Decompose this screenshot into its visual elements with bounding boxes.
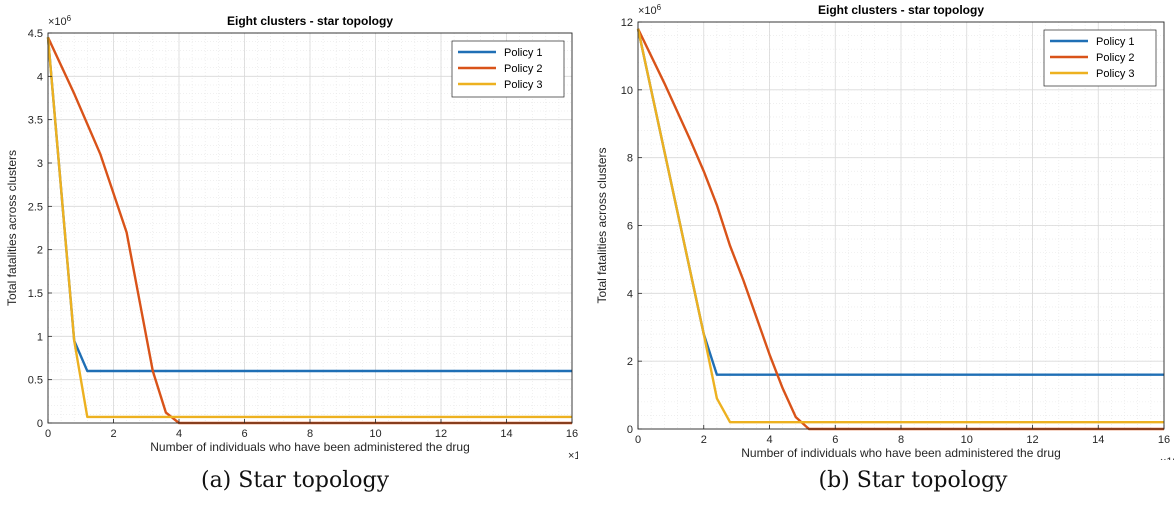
x-tick-label: 14 bbox=[500, 428, 512, 440]
y-tick-label: 2 bbox=[37, 245, 43, 257]
x-tick-label: 0 bbox=[635, 434, 641, 446]
y-tick-label: 1 bbox=[37, 331, 43, 343]
x-tick-label: 12 bbox=[435, 428, 447, 440]
x-exponent-label: ×107 bbox=[1160, 454, 1174, 460]
series-group bbox=[636, 28, 1164, 431]
caption-b: (b) Star topology bbox=[818, 468, 1008, 493]
series-line-policy-2 bbox=[46, 36, 572, 425]
x-tick-label: 10 bbox=[961, 434, 973, 446]
x-tick-label: 2 bbox=[701, 434, 707, 446]
legend-label-policy-1: Policy 1 bbox=[504, 47, 543, 59]
y-tick-label: 4.5 bbox=[28, 28, 43, 40]
chart-b: 0 2 4 6 8 10 12 14 16 0 2 4 6 8 10 12 ×106 ×107 Eight clus… bbox=[595, 3, 1174, 468]
y-tick-label: 12 bbox=[621, 17, 633, 29]
x-tick-label: 2 bbox=[110, 428, 116, 440]
series-line-policy-3 bbox=[636, 28, 1164, 424]
x-axis-label: Number of individuals who have been admi… bbox=[150, 440, 470, 454]
x-tick-label: 6 bbox=[832, 434, 838, 446]
series-group bbox=[46, 36, 572, 425]
y-axis-label: Total fatalities across clusters bbox=[5, 150, 19, 306]
y-tick-label: 6 bbox=[627, 221, 633, 233]
y-tick-label: 2 bbox=[627, 356, 633, 368]
y-tick-label: 10 bbox=[621, 85, 633, 97]
y-tick-label: 3 bbox=[37, 158, 43, 170]
x-exponent-label: ×107 bbox=[568, 448, 578, 460]
chart-title: Eight clusters - star topology bbox=[818, 3, 984, 17]
y-exponent-label: ×106 bbox=[638, 3, 662, 17]
y-tick-label: 8 bbox=[627, 153, 633, 165]
x-tick-label: 8 bbox=[898, 434, 904, 446]
x-tick-label: 10 bbox=[369, 428, 381, 440]
y-tick-label: 1.5 bbox=[28, 288, 43, 300]
y-tick-label: 3.5 bbox=[28, 115, 43, 127]
y-tick-label: 0 bbox=[627, 424, 633, 436]
x-tick-label: 12 bbox=[1026, 434, 1038, 446]
y-tick-label: 2.5 bbox=[28, 201, 43, 213]
x-tick-label: 16 bbox=[566, 428, 578, 440]
legend-label-policy-2: Policy 2 bbox=[1096, 52, 1135, 64]
legend: Policy 1 Policy 2 Policy 3 bbox=[451, 40, 565, 98]
legend-label-policy-3: Policy 3 bbox=[504, 79, 543, 91]
y-exponent-label: ×106 bbox=[48, 14, 72, 28]
x-tick-label: 0 bbox=[45, 428, 51, 440]
legend-label-policy-3: Policy 3 bbox=[1096, 68, 1135, 80]
caption-a: (a) Star topology bbox=[200, 468, 390, 493]
chart-panel-b: 0 2 4 6 8 10 12 14 16 0 2 4 6 8 10 12 ×106 ×107 Eight clus… bbox=[592, 0, 1174, 518]
x-tick-label: 6 bbox=[241, 428, 247, 440]
legend-label-policy-2: Policy 2 bbox=[504, 63, 543, 75]
y-axis-label: Total fatalities across clusters bbox=[595, 147, 609, 303]
x-axis-label: Number of individuals who have been admi… bbox=[741, 446, 1061, 460]
x-tick-label: 4 bbox=[176, 428, 182, 440]
y-tick-label: 0 bbox=[37, 418, 43, 430]
chart-panel-a: 0 2 4 6 8 10 12 14 16 0 0.5 1 1.5 2 2.5 3 3.5 4 4.5 ×106 ×10… bbox=[0, 0, 592, 518]
y-tick-label: 4 bbox=[37, 71, 43, 83]
tick-labels: 0 2 4 6 8 10 12 14 16 0 0.5 1 1.5 2 2.5 3 3.5 4 4.5 bbox=[28, 28, 578, 440]
legend-label-policy-1: Policy 1 bbox=[1096, 36, 1135, 48]
tick-labels: 0 2 4 6 8 10 12 14 16 0 2 4 6 8 10 12 bbox=[621, 17, 1170, 446]
series-line-policy-3 bbox=[46, 37, 572, 419]
y-tick-label: 0.5 bbox=[28, 375, 43, 387]
x-tick-label: 16 bbox=[1158, 434, 1170, 446]
x-tick-label: 14 bbox=[1092, 434, 1104, 446]
legend: Policy 1 Policy 2 Policy 3 bbox=[1043, 29, 1157, 87]
chart-a: 0 2 4 6 8 10 12 14 16 0 0.5 1 1.5 2 2.5 3 3.5 4 4.5 ×106 ×10… bbox=[5, 14, 592, 462]
x-tick-label: 8 bbox=[307, 428, 313, 440]
series-line-policy-2 bbox=[636, 28, 1164, 431]
y-tick-label: 4 bbox=[627, 288, 633, 300]
chart-title: Eight clusters - star topology bbox=[227, 14, 393, 28]
x-tick-label: 4 bbox=[766, 434, 772, 446]
